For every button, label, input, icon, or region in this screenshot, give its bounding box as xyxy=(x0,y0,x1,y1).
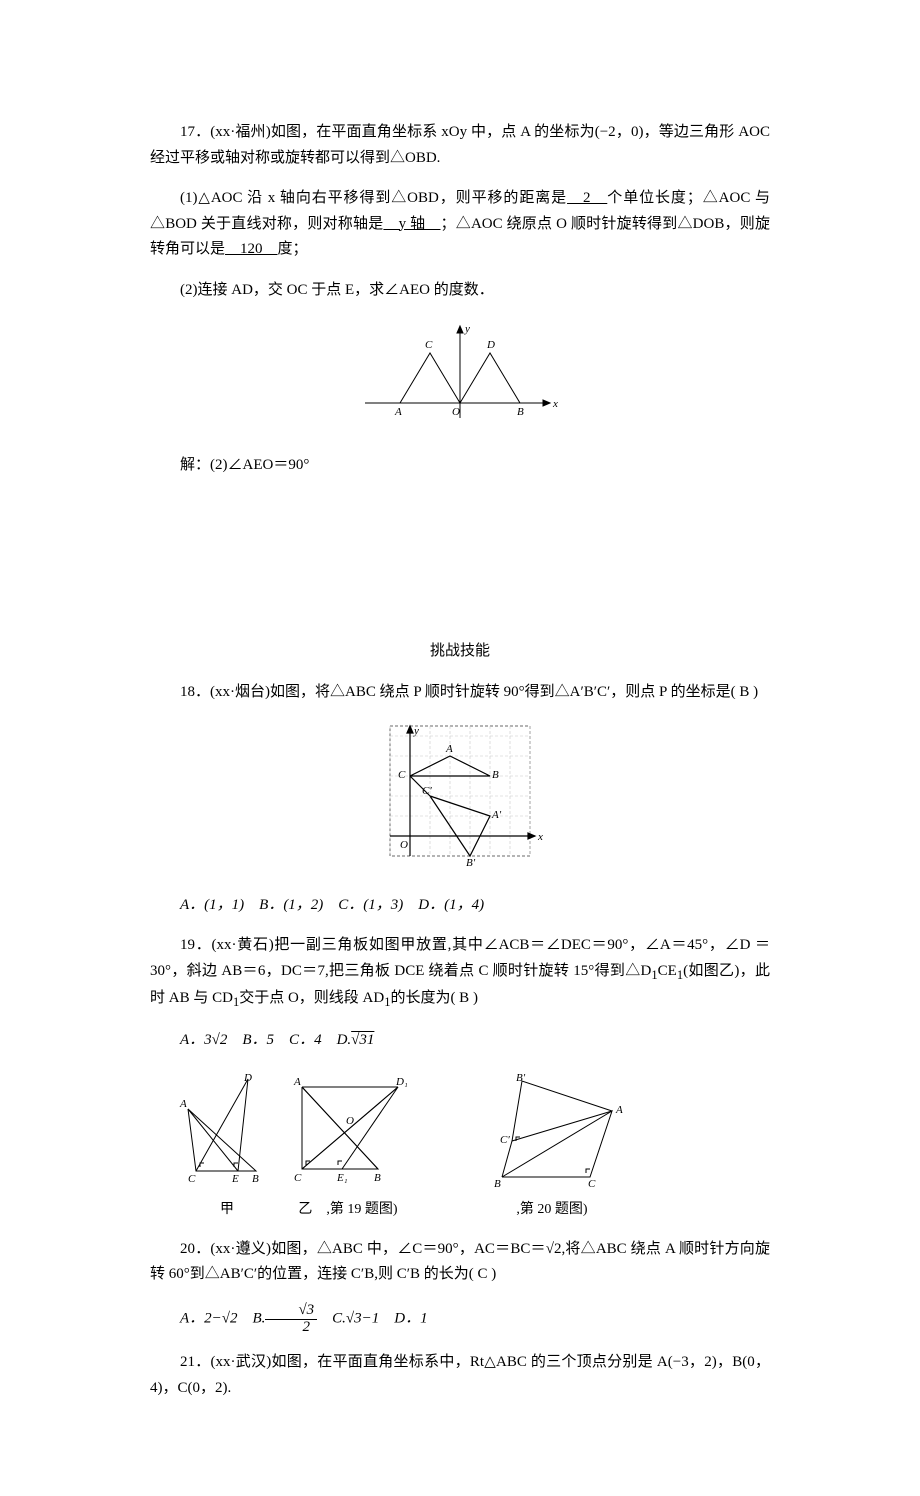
p17-figure: y x A O B C D xyxy=(150,318,770,438)
svg-text:B′: B′ xyxy=(516,1072,526,1084)
p20-frac: √32 xyxy=(265,1303,317,1336)
p20-frac-num: √3 xyxy=(265,1303,317,1320)
svg-text:y: y xyxy=(413,725,419,737)
p18-text: 18．(xx·烟台)如图，将△ABC 绕点 P 顺时针旋转 90°得到△A′B′… xyxy=(150,680,770,706)
svg-text:E₁: E₁ xyxy=(336,1172,348,1184)
p17-answer: 解：(2)∠AEO＝90° xyxy=(150,453,770,479)
svg-text:A: A xyxy=(394,406,402,418)
svg-text:A: A xyxy=(615,1104,623,1116)
svg-text:A′: A′ xyxy=(491,809,502,821)
svg-text:O: O xyxy=(452,406,460,418)
svg-text:D: D xyxy=(243,1072,252,1084)
spacer xyxy=(150,493,770,633)
p19-sqrt31-val: √31 xyxy=(351,1032,374,1048)
svg-text:A: A xyxy=(445,743,453,755)
p19-figure-yi: A D₁ O C E₁ B 乙 ,第 19 题图) xyxy=(288,1069,408,1222)
p17-text-2: (1)△AOC 沿 x 轴向右平移得到△OBD，则平移的距离是 2 个单位长度；… xyxy=(150,186,770,263)
p17-blank-1: 2 xyxy=(567,190,607,206)
p19-yi-caption: 乙 xyxy=(298,1202,312,1217)
svg-text:B: B xyxy=(374,1172,381,1184)
svg-text:B: B xyxy=(492,769,499,781)
p18-figure: y x O A B C A′ B′ C′ xyxy=(150,720,770,878)
svg-text:C′: C′ xyxy=(422,785,432,797)
svg-text:x: x xyxy=(537,831,543,843)
p20-text: 20．(xx·遵义)如图，△ABC 中，∠C＝90°，AC＝BC＝√2,将△AB… xyxy=(150,1237,770,1288)
section-title: 挑战技能 xyxy=(150,639,770,665)
p20-choices: A．2−√2 B.√32 C.√3−1 D．1 xyxy=(150,1303,770,1336)
svg-text:E: E xyxy=(231,1173,239,1185)
svg-text:B′: B′ xyxy=(466,857,476,868)
p17-text-1: 17．(xx·福州)如图，在平面直角坐标系 xOy 中，点 A 的坐标为(−2，… xyxy=(150,120,770,171)
p20-choices-a: A．2−√2 B. xyxy=(180,1310,265,1326)
p19-choices-a: A．3√2 B．5 C．4 D. xyxy=(180,1032,351,1048)
p19-figure-caption: ,第 19 题图) xyxy=(326,1202,397,1217)
svg-text:C: C xyxy=(188,1173,196,1185)
p19-t-d: 交于点 O，则线段 AD xyxy=(239,990,384,1006)
p19-text: 19．(xx·黄石)把一副三角板如图甲放置,其中∠ACB＝∠DEC＝90°，∠A… xyxy=(150,933,770,1013)
svg-text:B: B xyxy=(252,1173,259,1185)
svg-text:C: C xyxy=(294,1172,302,1184)
p19-figure-jia: A D C E B 甲 xyxy=(178,1069,276,1222)
svg-text:y: y xyxy=(464,323,470,335)
p19-choices: A．3√2 B．5 C．4 D.√31 xyxy=(150,1028,770,1054)
svg-text:C: C xyxy=(425,339,433,351)
p19-jia-caption: 甲 xyxy=(178,1198,276,1222)
svg-text:D: D xyxy=(486,339,495,351)
svg-text:O: O xyxy=(346,1115,354,1127)
p20-frac-den: 2 xyxy=(265,1320,317,1336)
p17-blank-3: 120 xyxy=(225,241,278,257)
p19-p20-figure-row: A D C E B 甲 xyxy=(178,1069,770,1222)
p19-choices-sqrt31: √31 xyxy=(351,1032,374,1048)
svg-text:D₁: D₁ xyxy=(395,1076,408,1088)
p18-choices: A．(1，1) B．(1，2) C．(1，3) D．(1，4) xyxy=(150,893,770,919)
svg-text:x: x xyxy=(552,398,558,410)
p17-blank-2: y 轴 xyxy=(383,216,440,232)
svg-text:B: B xyxy=(494,1178,501,1189)
p19-t-e: 的长度为( B ) xyxy=(390,990,478,1006)
svg-text:B: B xyxy=(517,406,524,418)
svg-text:C: C xyxy=(588,1178,596,1189)
p17-text-2a: (1)△AOC 沿 x 轴向右平移得到△OBD，则平移的距离是 xyxy=(180,190,567,206)
svg-text:A: A xyxy=(179,1098,187,1110)
p21-text: 21．(xx·武汉)如图，在平面直角坐标系中，Rt△ABC 的三个顶点分别是 A… xyxy=(150,1350,770,1401)
svg-text:C: C xyxy=(398,769,406,781)
p17-text-3: (2)连接 AD，交 OC 于点 E，求∠AEO 的度数． xyxy=(150,278,770,304)
p20-figure-caption: ,第 20 题图) xyxy=(472,1198,632,1222)
svg-text:O: O xyxy=(400,839,408,851)
p20-figure: B′ C′ A B C ,第 20 题图) xyxy=(472,1069,632,1222)
p19-t-b: CE xyxy=(658,963,677,979)
svg-text:C′: C′ xyxy=(500,1134,510,1146)
svg-text:A: A xyxy=(293,1076,301,1088)
p20-choices-b: C.√3−1 D．1 xyxy=(317,1310,427,1326)
p17-text-2d: 度； xyxy=(278,241,308,257)
